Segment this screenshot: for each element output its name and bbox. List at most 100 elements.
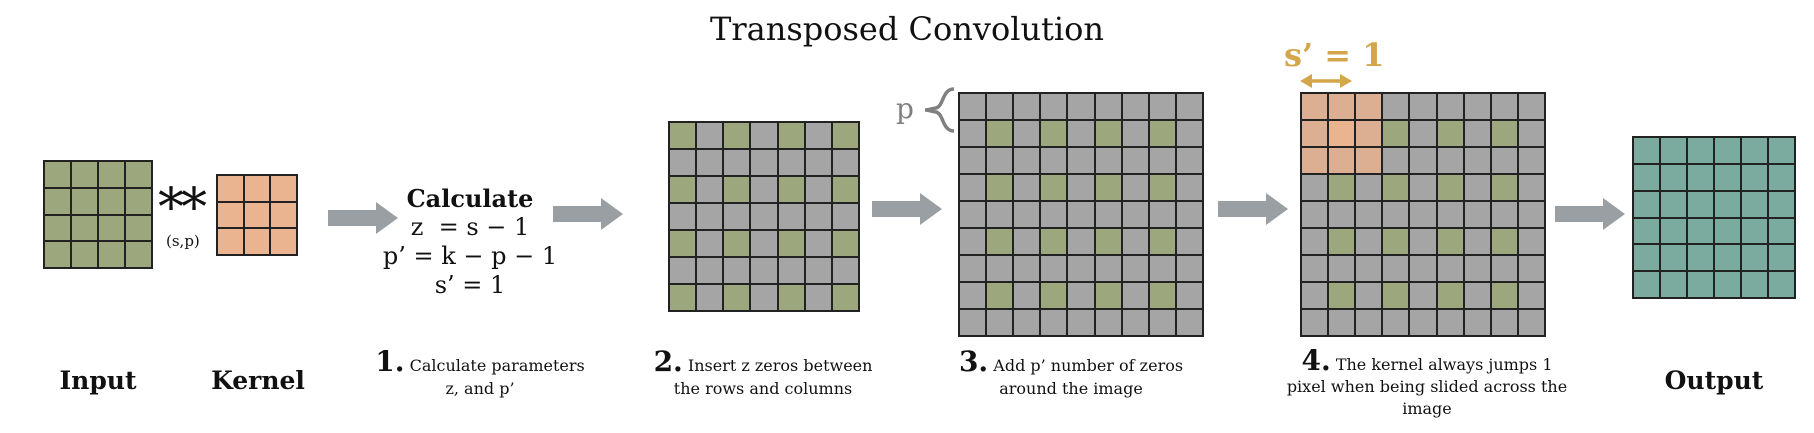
dilated-cell (777, 149, 805, 176)
sliding-cell (1517, 120, 1545, 147)
calculate-heading: Calculate (406, 184, 534, 213)
step-2-text-line1: Insert z zeros between (687, 356, 873, 375)
padded-cell (1121, 174, 1149, 201)
output-cell (1714, 217, 1741, 245)
output-cell (1768, 163, 1795, 191)
padded-cell (1067, 201, 1095, 228)
sliding-cell (1301, 201, 1329, 228)
padded-cell (1121, 147, 1149, 174)
padded-grid (958, 92, 1204, 337)
sliding-cell (1382, 255, 1410, 282)
dilated-cell (831, 149, 859, 176)
output-cell (1660, 163, 1687, 191)
sliding-cell (1436, 255, 1464, 282)
dilated-cell (777, 203, 805, 230)
dilated-cell (669, 176, 697, 203)
sliding-cell (1436, 174, 1464, 201)
output-cell (1633, 244, 1660, 272)
padded-cell (1148, 147, 1176, 174)
conv-operator: ** (158, 178, 207, 238)
sliding-cell (1517, 174, 1545, 201)
padded-cell (1094, 255, 1122, 282)
sliding-cell (1301, 282, 1329, 309)
dilated-grid (668, 121, 860, 312)
padded-cell (1175, 255, 1203, 282)
padded-cell (1121, 120, 1149, 147)
padded-cell (986, 174, 1014, 201)
padded-cell (959, 228, 987, 255)
step-2-number: 2. (653, 345, 683, 378)
dilated-cell (750, 122, 778, 149)
output-cell (1741, 244, 1768, 272)
output-cell (1633, 163, 1660, 191)
input-cell (125, 187, 152, 215)
input-cell (44, 187, 71, 215)
padded-cell (1148, 93, 1176, 120)
dilated-cell (750, 203, 778, 230)
step-3-text-line2: around the image (999, 379, 1143, 398)
padded-cell (1067, 255, 1095, 282)
sliding-cell (1490, 228, 1518, 255)
sliding-cell (1409, 147, 1437, 174)
sliding-cell (1355, 228, 1383, 255)
padded-cell (1148, 309, 1176, 336)
dilated-cell (804, 230, 832, 257)
dilated-cell (669, 122, 697, 149)
step-3-caption: 3. Add p’ number of zeros around the ima… (936, 348, 1206, 400)
padded-cell (1094, 93, 1122, 120)
output-cell (1768, 190, 1795, 218)
output-grid (1632, 136, 1796, 299)
dilated-cell (669, 230, 697, 257)
sliding-cell (1490, 282, 1518, 309)
sliding-kernel-grid (1300, 92, 1546, 337)
dilated-cell (777, 122, 805, 149)
input-label: Input (59, 366, 137, 395)
dilated-cell (831, 176, 859, 203)
dilated-cell (804, 257, 832, 284)
padded-cell (1121, 282, 1149, 309)
kernel-cell (243, 175, 271, 202)
calc-line-p: p’ = k − p − 1 (382, 242, 558, 270)
input-cell (44, 161, 71, 188)
padded-cell (1094, 201, 1122, 228)
input-cell (98, 187, 125, 215)
padded-cell (1013, 309, 1041, 336)
padded-cell (1040, 282, 1068, 309)
step-4-number: 4. (1301, 344, 1331, 377)
sliding-cell (1436, 201, 1464, 228)
sliding-cell (1436, 120, 1464, 147)
sliding-cell (1436, 93, 1464, 120)
input-cell (71, 187, 98, 215)
padded-cell (1121, 255, 1149, 282)
padded-cell (1013, 228, 1041, 255)
output-cell (1660, 271, 1687, 298)
input-grid (43, 160, 153, 269)
padded-cell (986, 147, 1014, 174)
calculate-block: Calculate z = s − 1 p’ = k − p − 1 s’ = … (370, 184, 570, 300)
output-cell (1768, 271, 1795, 298)
sliding-cell (1517, 282, 1545, 309)
step-3-text-line1: Add p’ number of zeros (993, 356, 1184, 375)
dilated-cell (831, 230, 859, 257)
kernel-cell (217, 228, 244, 255)
sliding-cell (1463, 201, 1491, 228)
dilated-cell (669, 257, 697, 284)
padded-cell (986, 93, 1014, 120)
sliding-cell (1517, 309, 1545, 336)
sliding-cell (1328, 255, 1356, 282)
dilated-cell (696, 149, 724, 176)
sliding-cell (1409, 120, 1437, 147)
sliding-cell (1301, 174, 1329, 201)
stride-label: s’ = 1 (1284, 36, 1385, 74)
kernel-cell (270, 175, 297, 202)
output-cell (1687, 190, 1714, 218)
dilated-cell (723, 176, 751, 203)
sliding-cell (1463, 309, 1491, 336)
padded-cell (1040, 309, 1068, 336)
output-label: Output (1664, 366, 1764, 395)
kernel-cell (243, 201, 271, 229)
sliding-cell (1301, 93, 1329, 120)
sliding-cell (1301, 309, 1329, 336)
output-cell (1687, 163, 1714, 191)
sliding-cell (1409, 228, 1437, 255)
